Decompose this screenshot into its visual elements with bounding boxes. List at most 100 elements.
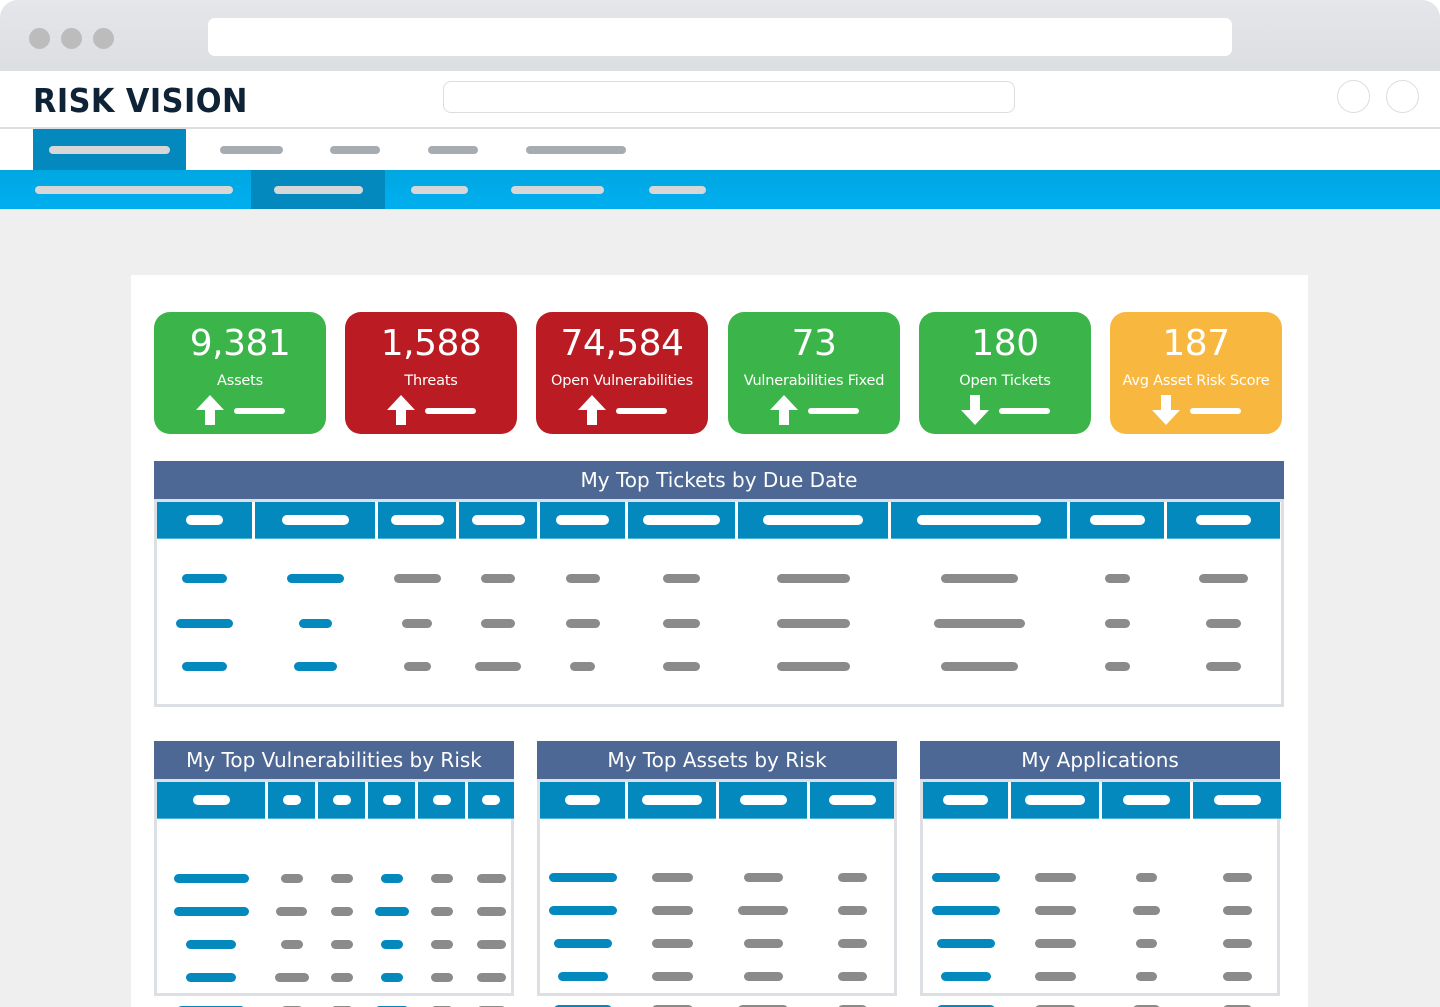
cell-placeholder — [940, 661, 1018, 671]
address-bar[interactable] — [208, 18, 1232, 56]
cell-placeholder — [837, 1004, 867, 1007]
secondary-nav-item-3[interactable] — [400, 170, 478, 209]
table-row[interactable] — [157, 572, 1281, 584]
cell-placeholder — [403, 661, 431, 671]
kpi-tile-avg-asset-risk-score[interactable]: 187 Avg Asset Risk Score — [1110, 312, 1282, 434]
table-row[interactable] — [157, 617, 1281, 629]
column-header[interactable] — [923, 782, 1008, 819]
window-minimize-dot[interactable] — [61, 28, 82, 49]
column-header[interactable] — [378, 502, 456, 539]
column-header[interactable] — [719, 782, 807, 819]
primary-nav-item-1[interactable] — [33, 129, 186, 170]
cell-placeholder — [651, 971, 693, 981]
column-header[interactable] — [268, 782, 315, 819]
column-header[interactable] — [891, 502, 1067, 539]
column-header[interactable] — [459, 502, 537, 539]
column-header[interactable] — [157, 502, 252, 539]
header-placeholder — [1213, 795, 1261, 805]
table-cell — [368, 872, 415, 884]
table-header — [540, 782, 894, 819]
table-row[interactable] — [157, 1004, 511, 1007]
window-close-dot[interactable] — [29, 28, 50, 49]
trend-placeholder — [233, 408, 285, 414]
table-row[interactable] — [923, 970, 1277, 982]
column-header[interactable] — [255, 502, 375, 539]
search-input[interactable] — [443, 81, 1015, 113]
table-cell — [891, 572, 1067, 584]
table-row[interactable] — [923, 1003, 1277, 1007]
primary-nav-item-2[interactable] — [210, 129, 292, 170]
column-header[interactable] — [540, 502, 625, 539]
column-header[interactable] — [468, 782, 514, 819]
kpi-tile-open-tickets[interactable]: 180 Open Tickets — [919, 312, 1091, 434]
table-cell — [157, 938, 265, 950]
column-header[interactable] — [628, 782, 716, 819]
settings-circle-icon[interactable] — [1386, 80, 1419, 113]
column-header[interactable] — [628, 502, 735, 539]
cell-placeholder — [776, 618, 850, 628]
header-placeholder — [382, 795, 401, 805]
kpi-tile-open-vulnerabilities[interactable]: 74,584 Open Vulnerabilities — [536, 312, 708, 434]
column-header[interactable] — [1193, 782, 1281, 819]
table-cell — [540, 617, 625, 629]
column-header[interactable] — [1070, 502, 1164, 539]
table-row[interactable] — [157, 938, 511, 950]
panel-title: My Top Assets by Risk — [537, 741, 897, 779]
cell-placeholder — [393, 573, 441, 583]
kpi-value: 9,381 — [189, 323, 291, 364]
table-row[interactable] — [157, 660, 1281, 672]
column-header[interactable] — [418, 782, 465, 819]
cell-placeholder — [743, 938, 783, 948]
column-header[interactable] — [1102, 782, 1190, 819]
table-row[interactable] — [923, 904, 1277, 916]
table-row[interactable] — [157, 971, 511, 983]
column-header[interactable] — [738, 502, 888, 539]
kpi-value: 187 — [1162, 323, 1230, 364]
table-cell — [540, 970, 625, 982]
column-header[interactable] — [1011, 782, 1099, 819]
table-row[interactable] — [540, 871, 894, 883]
secondary-nav-item-4[interactable] — [500, 170, 614, 209]
kpi-tile-assets[interactable]: 9,381 Assets — [154, 312, 326, 434]
column-header[interactable] — [157, 782, 265, 819]
primary-nav-item-4[interactable] — [418, 129, 488, 170]
header-placeholder — [332, 795, 351, 805]
secondary-nav-item-5[interactable] — [638, 170, 716, 209]
arrow-up-icon — [386, 395, 415, 425]
table-cell — [1102, 871, 1190, 883]
window-maximize-dot[interactable] — [93, 28, 114, 49]
cell-placeholder — [1206, 661, 1241, 671]
cell-placeholder — [931, 872, 1000, 882]
secondary-nav-item-2[interactable] — [251, 170, 385, 209]
column-header[interactable] — [318, 782, 365, 819]
table-cell — [268, 1004, 315, 1007]
table-row[interactable] — [923, 871, 1277, 883]
cell-placeholder — [293, 661, 337, 671]
primary-nav-item-5[interactable] — [516, 129, 636, 170]
kpi-tile-threats[interactable]: 1,588 Threats — [345, 312, 517, 434]
table-row[interactable] — [157, 905, 511, 917]
user-circle-icon[interactable] — [1337, 80, 1370, 113]
table-cell — [1102, 1003, 1190, 1007]
column-header[interactable] — [1167, 502, 1280, 539]
table-cell — [1193, 970, 1281, 982]
table-row[interactable] — [923, 937, 1277, 949]
cell-placeholder — [176, 618, 233, 628]
table-cell — [378, 617, 456, 629]
primary-nav-item-3[interactable] — [320, 129, 390, 170]
table-row[interactable] — [157, 872, 511, 884]
column-header[interactable] — [540, 782, 625, 819]
secondary-nav-item-1[interactable] — [25, 170, 243, 209]
cell-placeholder — [298, 618, 332, 628]
table-row[interactable] — [540, 937, 894, 949]
header-placeholder — [1122, 795, 1170, 805]
column-header[interactable] — [368, 782, 415, 819]
table-cell — [255, 572, 375, 584]
table-cell — [1167, 617, 1280, 629]
kpi-tile-vulnerabilities-fixed[interactable]: 73 Vulnerabilities Fixed — [728, 312, 900, 434]
column-header[interactable] — [810, 782, 894, 819]
table-row[interactable] — [540, 1003, 894, 1007]
table-cell — [255, 660, 375, 672]
table-row[interactable] — [540, 904, 894, 916]
table-row[interactable] — [540, 970, 894, 982]
